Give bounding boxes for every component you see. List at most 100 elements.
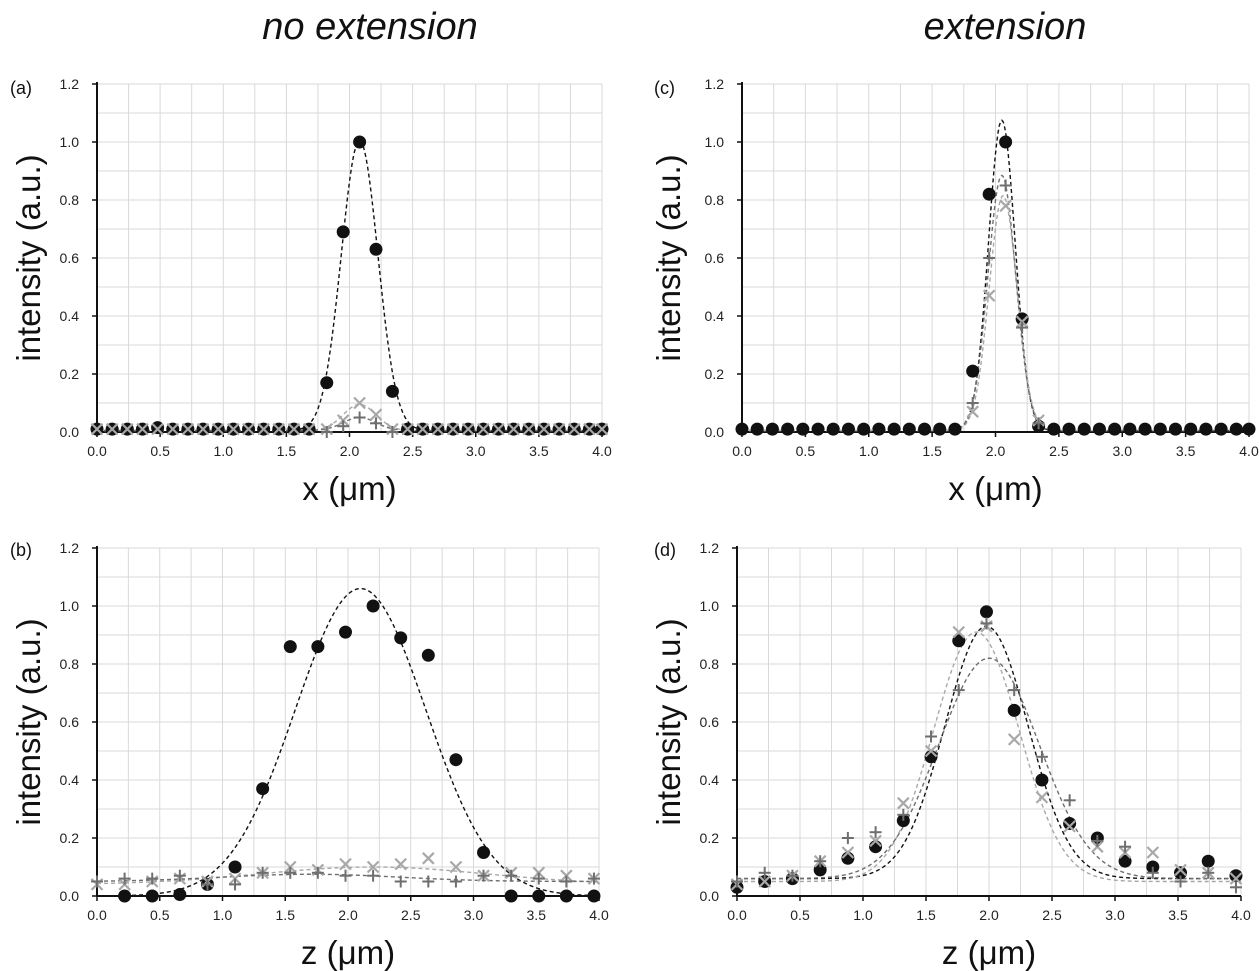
data-point-x [242,422,255,436]
data-point-circle [256,782,270,796]
data-point-circle [902,422,916,436]
data-point-plus [256,866,269,879]
chart-panel-d: 0.0 0.5 1.0 1.5 2.0 2.5 3.0 3.5 4.0 0.0 0.2 0.4 0.6 0… [650,540,1251,971]
data-point-plus [980,617,993,630]
data-point-x [507,422,520,436]
x-tick-label: 0.5 [150,443,170,459]
data-point-plus [841,832,854,844]
chart-panel-b: 0.0 0.5 1.0 1.5 2.0 2.5 3.0 3.5 4.0 0.0 0.2 0.4 0.6 0… [10,540,609,971]
x-tick-label: 1.5 [922,443,942,459]
data-point-plus [311,866,324,879]
data-point-circle [336,225,350,239]
y-tick-label: 1.2 [705,76,725,92]
data-point-plus [1008,684,1021,697]
grid [736,547,1242,897]
data-point-circle [796,422,810,436]
data-point-plus [532,872,545,885]
x-tick-label: 4.0 [589,907,609,923]
data-point-circle [173,888,187,902]
data-point-plus [339,869,352,882]
data-point-plus [897,808,910,821]
data-point-plus [337,420,350,433]
grid [96,83,603,433]
x-tick-label: 1.0 [213,907,233,923]
panel-label: (b) [10,540,32,560]
data-point-plus [422,875,435,888]
data-point-x [105,422,119,436]
x-axis-label: x (μm) [302,470,396,507]
y-tick-label: 0.2 [700,830,720,846]
data-point-circle [1092,422,1106,436]
data-point-circle [559,889,573,903]
data-point-circle [118,889,132,903]
data-point-circle [781,422,795,436]
data-point-plus [999,179,1012,192]
data-point-circle [826,422,840,436]
data-point-circle [145,889,159,903]
x-tick-label: 1.0 [853,907,873,923]
data-point-plus [1174,875,1187,888]
data-point-circle [966,364,980,378]
data-point-x [90,422,104,436]
data-point-plus [386,426,399,438]
fit-curve [737,657,1241,880]
series-plus [966,179,1045,430]
y-tick-label: 1.0 [60,598,80,614]
data-point-x [196,422,210,436]
data-point-plus [731,875,743,888]
data-point-plus [758,866,771,879]
x-tick-label: 3.0 [1105,907,1125,923]
data-point-x [339,857,352,871]
data-point-x [1229,872,1243,885]
data-point-circle [1047,422,1061,436]
data-point-circle [813,863,827,877]
y-tick-label: 0.4 [60,308,80,324]
data-point-circle [1118,854,1132,868]
series-circle [730,605,1243,894]
x-tick-label: 3.5 [527,907,547,923]
data-point-x [369,408,383,421]
x-tick-label: 3.5 [529,443,549,459]
data-point-circle [1168,422,1182,436]
data-point-plus [925,730,938,743]
x-tick-label: 3.0 [466,443,486,459]
data-point-plus [353,411,366,424]
fit-curve [97,416,602,432]
data-point-x [272,422,286,436]
data-point-x [181,422,195,436]
data-point-plus [1035,750,1048,763]
series-x [730,620,1243,891]
y-tick-label: 0.0 [60,424,80,440]
data-point-x [227,422,240,436]
data-point-x [353,396,366,410]
data-point-x [477,422,490,436]
data-point-circle [952,634,966,648]
data-point-plus [814,855,827,868]
data-point-plus [320,426,333,438]
data-point-x [492,422,505,436]
y-tick-label: 0.6 [60,250,80,266]
data-point-x [537,422,551,436]
data-point-x [446,422,460,436]
data-point-x [522,422,536,436]
data-point-circle [999,135,1013,149]
y-tick-label: 0.2 [60,366,80,382]
x-tick-label: 2.0 [979,907,999,923]
x-axis-label: z (μm) [942,934,1036,971]
data-point-circle [979,605,993,619]
data-point-x [869,834,882,848]
x-tick-label: 4.0 [1239,443,1259,459]
data-point-plus [173,869,186,882]
grid [741,83,1250,433]
data-point-circle [887,422,901,436]
panel-label: (a) [10,78,32,98]
x-tick-label: 0.0 [87,443,107,459]
data-point-plus [229,878,242,891]
data-point-x [999,199,1012,213]
fit-curve [737,625,1241,880]
data-point-circle [1201,854,1215,868]
data-point-circle [765,422,779,436]
fit-curve [742,194,1249,432]
data-point-plus [1119,840,1132,853]
y-tick-label: 1.0 [705,134,725,150]
